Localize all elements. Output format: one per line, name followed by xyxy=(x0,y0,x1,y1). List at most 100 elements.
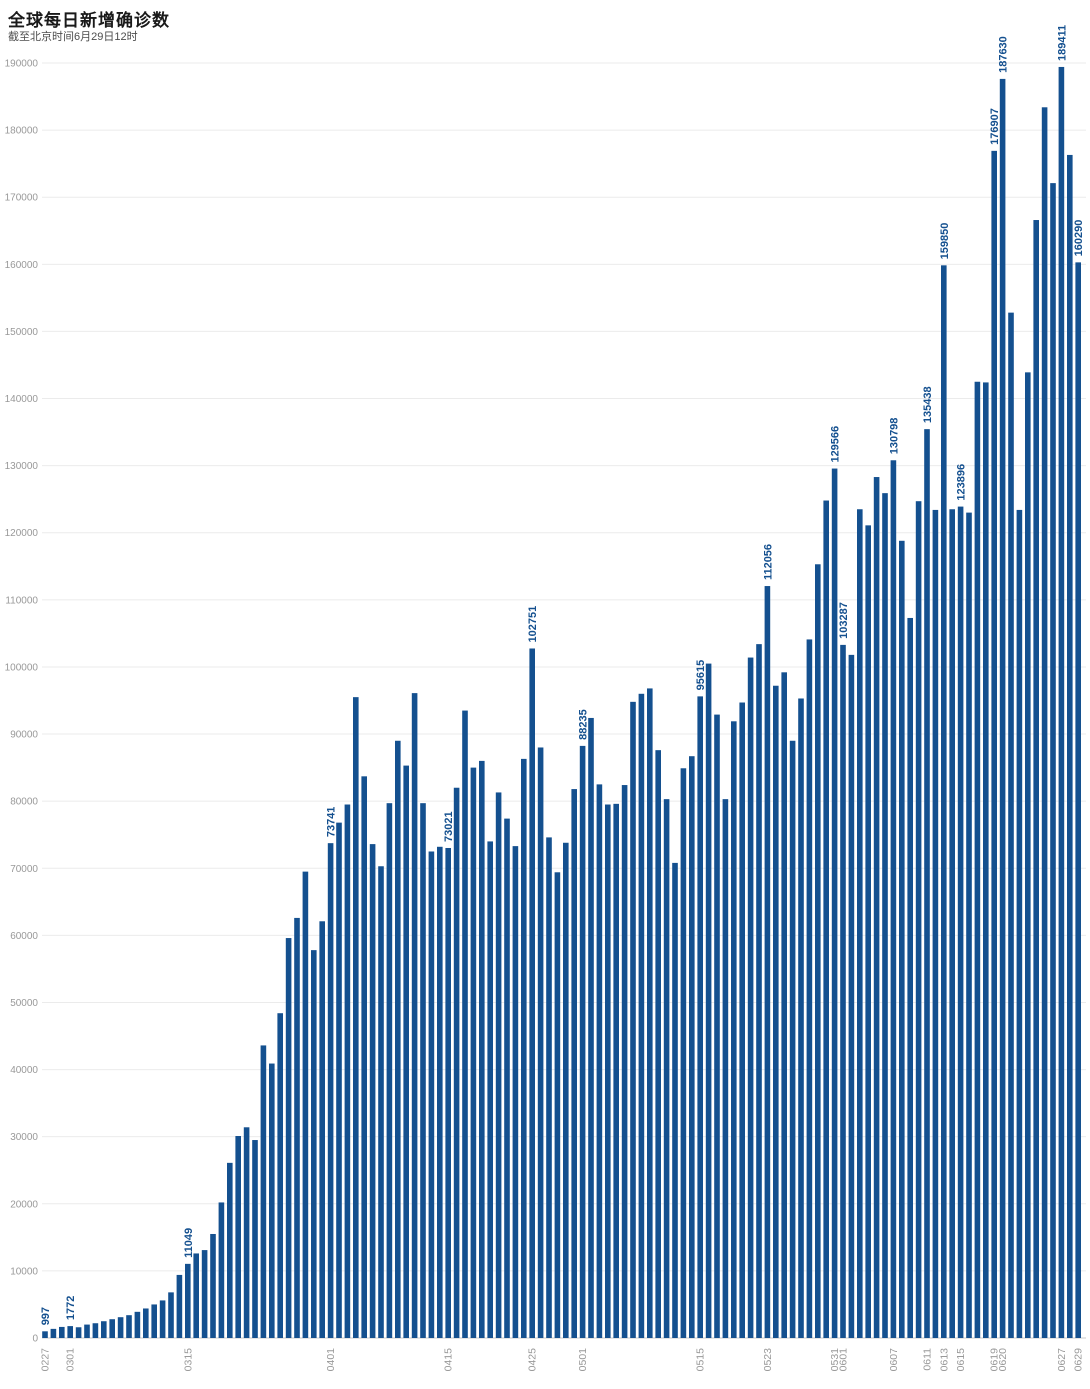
bar xyxy=(235,1136,241,1338)
bar xyxy=(974,381,981,1338)
bar xyxy=(899,540,905,1338)
bar xyxy=(260,1045,267,1338)
y-tick-label: 120000 xyxy=(5,528,39,539)
bar xyxy=(1008,312,1014,1338)
bar xyxy=(285,938,292,1338)
bar xyxy=(630,701,636,1338)
bar xyxy=(1041,107,1048,1339)
bar xyxy=(277,1013,283,1338)
bar xyxy=(840,644,846,1338)
bar xyxy=(319,921,325,1338)
y-tick-label: 20000 xyxy=(10,1199,38,1210)
x-tick-label: 0615 xyxy=(955,1348,967,1372)
bar xyxy=(227,1162,233,1338)
bar xyxy=(890,460,897,1338)
x-tick-label: 0619 xyxy=(989,1348,1001,1372)
bar xyxy=(554,872,561,1338)
bar xyxy=(495,792,502,1338)
bar xyxy=(823,500,829,1338)
bar xyxy=(168,1292,174,1338)
value-label: 73021 xyxy=(443,811,455,842)
bar xyxy=(386,803,393,1338)
x-tick-label: 0531 xyxy=(829,1348,841,1372)
x-tick-label: 0501 xyxy=(577,1348,589,1372)
bar xyxy=(243,1127,250,1338)
bar xyxy=(966,512,972,1338)
value-labels: 997 1772 11049 73741 73021 102751 88235 95615 11… xyxy=(40,25,1085,1325)
x-tick-label: 0627 xyxy=(1056,1348,1068,1372)
y-tick-label: 40000 xyxy=(10,1065,38,1076)
bar xyxy=(731,721,737,1338)
bar xyxy=(882,493,888,1338)
bar xyxy=(521,758,527,1338)
bar xyxy=(59,1326,65,1338)
value-label: 135438 xyxy=(922,386,934,423)
bar xyxy=(781,672,787,1338)
bar xyxy=(747,657,754,1338)
bar xyxy=(680,768,687,1338)
bar xyxy=(411,693,418,1338)
bar xyxy=(336,822,342,1338)
y-tick-label: 150000 xyxy=(5,327,39,338)
y-tick-label: 50000 xyxy=(10,998,38,1009)
bar xyxy=(773,685,779,1338)
y-tick-label: 140000 xyxy=(5,394,39,405)
bar xyxy=(915,501,922,1338)
bar xyxy=(705,663,712,1338)
value-label: 997 xyxy=(40,1307,52,1325)
bar xyxy=(109,1319,115,1338)
bar xyxy=(512,846,519,1338)
x-tick-label: 0415 xyxy=(443,1348,455,1372)
y-tick-label: 80000 xyxy=(10,797,38,808)
value-label: 11049 xyxy=(183,1228,195,1258)
bar xyxy=(571,789,577,1338)
bar xyxy=(647,688,653,1338)
value-label: 187630 xyxy=(998,36,1010,73)
bar xyxy=(252,1140,258,1338)
y-tick-label: 190000 xyxy=(5,59,39,70)
bar xyxy=(50,1328,57,1338)
bar xyxy=(655,750,661,1338)
bar xyxy=(529,648,535,1338)
bar xyxy=(84,1324,90,1338)
bar xyxy=(218,1202,225,1338)
bar xyxy=(159,1300,166,1338)
bar xyxy=(437,846,443,1338)
bar xyxy=(546,837,552,1338)
bar xyxy=(75,1327,82,1338)
bar xyxy=(1025,372,1031,1339)
bar xyxy=(588,717,594,1338)
bar xyxy=(638,693,645,1338)
bar xyxy=(815,564,821,1338)
y-tick-label: 110000 xyxy=(5,595,38,606)
bar xyxy=(134,1311,141,1338)
y-tick-label: 180000 xyxy=(5,126,39,137)
bar xyxy=(798,698,804,1338)
bar xyxy=(470,767,477,1338)
bar xyxy=(831,468,838,1338)
bar xyxy=(302,871,309,1338)
bar xyxy=(201,1250,208,1338)
bar xyxy=(378,866,384,1338)
bar xyxy=(92,1323,99,1338)
y-tick-label: 170000 xyxy=(5,193,39,204)
bar xyxy=(924,429,930,1338)
bar xyxy=(537,747,544,1338)
x-axis-labels: 0227 0301 0315 0401 0415 0425 0501 0515 0523 0531… xyxy=(40,1348,1085,1372)
bar xyxy=(185,1263,191,1338)
bar xyxy=(428,851,435,1338)
y-tick-label: 90000 xyxy=(10,730,38,741)
x-tick-label: 0607 xyxy=(888,1348,900,1372)
value-label: 160290 xyxy=(1073,220,1085,257)
bar xyxy=(579,745,586,1338)
bar xyxy=(504,818,510,1338)
bar xyxy=(294,917,300,1338)
bar xyxy=(193,1253,199,1338)
bar xyxy=(663,799,670,1338)
bar xyxy=(210,1233,216,1338)
bar xyxy=(361,776,367,1338)
bar xyxy=(672,862,678,1338)
y-tick-label: 0 xyxy=(32,1334,38,1345)
value-label: 102751 xyxy=(527,606,539,643)
value-label: 88235 xyxy=(578,709,590,740)
